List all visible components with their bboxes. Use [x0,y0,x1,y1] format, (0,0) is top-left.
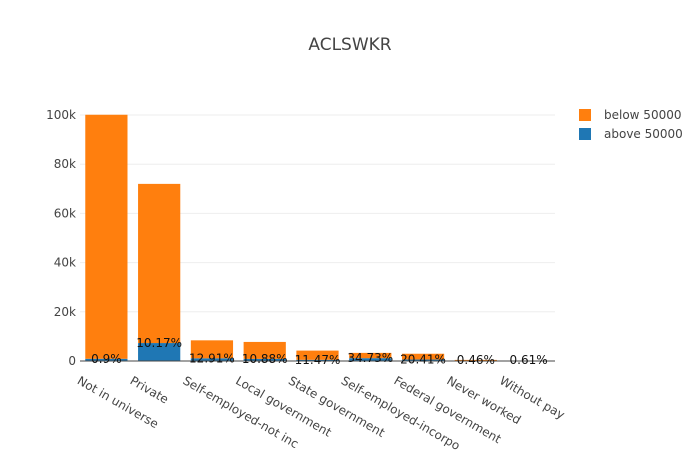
y-tick-label: 20k [54,305,76,319]
y-tick-label: 80k [54,157,76,171]
x-tick-label: Private [128,373,171,406]
bars [85,114,550,361]
y-tick-label: 40k [54,256,76,270]
percent-label: 12.91% [189,351,235,365]
y-tick-label: 60k [54,206,76,220]
bar-above-50000[interactable] [138,343,181,361]
percent-labels: 0.9% 10.17% 12.91% 10.88% 11.47% 34.73% 20.41%… [91,336,548,367]
bar-above-50000[interactable] [296,359,339,361]
legend-swatch [579,109,591,121]
x-tick-label: State government [286,373,387,440]
percent-label: 34.73% [347,351,393,365]
percent-label: 10.88% [242,352,288,366]
bar-below-50000[interactable] [296,350,339,360]
legend-label: below 50000 [604,108,681,122]
y-tick-label: 0 [68,354,76,368]
legend-item[interactable]: below 50000 [579,108,681,122]
bar-below-50000[interactable] [190,340,234,359]
bar-below-50000[interactable] [349,352,392,359]
bar-below-50000[interactable] [454,359,497,361]
bar-below-50000[interactable] [85,114,128,359]
legend-swatch [579,128,591,140]
bar-above-50000[interactable] [243,358,286,361]
percent-label: 11.47% [295,353,341,367]
bar-below-50000[interactable] [138,183,181,344]
bar-above-50000[interactable] [349,358,392,361]
legend-label: above 50000 [604,127,683,141]
percent-label: 20.41% [400,353,446,367]
percent-label: 0.46% [457,353,495,367]
legend-item[interactable]: above 50000 [579,127,683,141]
percent-label: 0.61% [510,353,548,367]
legend[interactable]: below 50000 above 50000 [579,108,683,141]
bar-above-50000[interactable] [190,358,234,361]
y-tick-label: 100k [46,108,76,122]
bar-above-50000[interactable] [401,359,445,361]
bar-below-50000[interactable] [401,353,445,360]
chart-title: ACLSWKR [308,35,391,55]
y-axis: 0 20k 40k 60k 80k 100k [46,108,76,368]
bar-above-50000[interactable] [85,358,128,361]
bar-below-50000[interactable] [243,341,286,359]
percent-label: 0.9% [91,352,122,366]
percent-label: 10.17% [136,336,182,350]
